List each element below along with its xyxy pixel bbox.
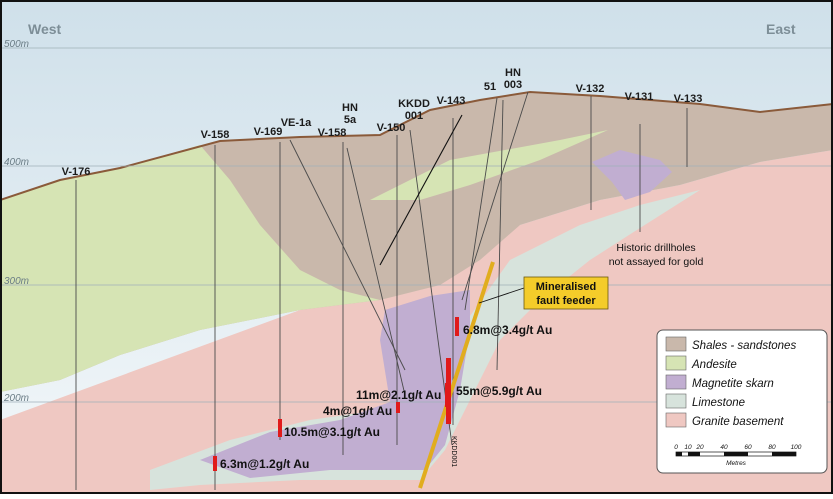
drillhole-label-ve1a: VE-1a — [281, 117, 312, 129]
drillhole-label-hn5a-line2: 5a — [344, 114, 357, 126]
historic-note-line2: not assayed for gold — [609, 256, 704, 268]
intercept-mark-11m — [445, 383, 449, 407]
callout-leader — [478, 287, 525, 304]
intercept-label-6-8m: 6.8m@3.4g/t Au — [463, 323, 552, 337]
legend-label-granite: Granite basement — [692, 416, 784, 428]
legend-box — [656, 329, 828, 474]
drillhole-label-hn003-line2: 003 — [504, 79, 522, 91]
magnetite-skarn-east-lens — [592, 150, 672, 200]
drillhole-label-v133: V-133 — [674, 93, 703, 105]
scale-bar-seg-3 — [724, 452, 748, 456]
legend-swatch-skarn — [665, 374, 687, 390]
intercept-label-10-5m: 10.5m@3.1g/t Au — [284, 425, 380, 439]
intercept-label-4m: 4m@1g/t Au — [323, 404, 392, 418]
scale-tick-100: 100 — [791, 444, 802, 451]
drillhole-trace-v143-inclined — [379, 114, 463, 266]
drillhole-label-v158b: V-158 — [318, 127, 347, 139]
andesite-upper-lens — [370, 130, 608, 200]
drillhole-label-h51: 51 — [484, 81, 496, 93]
legend-swatch-limestone — [665, 393, 687, 409]
drillhole-trace-hn003-a — [496, 99, 504, 371]
drillhole-trace-hn003-b — [461, 91, 529, 301]
scale-tick-80: 80 — [768, 444, 776, 451]
drillhole-label-v150: V-150 — [377, 122, 406, 134]
scale-bar: 0 10 20 40 60 80 100 Metres — [674, 444, 802, 467]
drillhole-labels: V-176 V-158 V-169 VE-1a V-158 HN 5a V-15… — [62, 67, 703, 178]
legend-label-shales: Shales - sandstones — [692, 340, 796, 352]
legend: Shales - sandstones Andesite Magnetite s… — [656, 329, 828, 474]
intercept-mark-6-3m — [213, 456, 217, 471]
legend-label-limestone: Limestone — [692, 397, 745, 409]
drillhole-label-v143: V-143 — [437, 95, 466, 107]
intercept-label-6-3m: 6.3m@1.2g/t Au — [220, 457, 309, 471]
fault-feeder-line — [418, 261, 495, 489]
fault-feeder-callout-line2: fault feeder — [536, 295, 596, 307]
legend-label-skarn: Magnetite skarn — [692, 378, 774, 390]
drillhole-label-hn003-line1: HN — [505, 67, 521, 79]
intercept-mark-6-8m — [455, 317, 459, 336]
drillhole-label-kkdd001-line2: 001 — [405, 110, 423, 122]
drillhole-label-v132: V-132 — [576, 83, 605, 95]
topography-line — [0, 90, 833, 201]
legend-swatch-andesite — [665, 355, 687, 371]
drillhole-trace-hn5a — [346, 147, 406, 396]
magnetite-skarn-body — [200, 290, 470, 478]
fault-feeder-callout-box — [523, 276, 609, 310]
scale-unit: Metres — [726, 460, 747, 467]
scale-bar-seg-2 — [688, 452, 700, 456]
intercept-label-11m: 11m@2.1g/t Au — [356, 388, 441, 402]
legend-label-andesite: Andesite — [691, 359, 737, 371]
intercept-mark-4m — [396, 402, 400, 413]
drillhole-label-hn5a-line1: HN — [342, 102, 358, 114]
drillhole-label-kkdd001-line1: KKDD — [398, 98, 430, 110]
legend-swatch-shales — [665, 336, 687, 352]
scale-tick-0: 0 — [674, 444, 678, 451]
historic-note-line1: Historic drillholes — [616, 242, 695, 254]
intercept-mark-10-5m — [278, 419, 282, 437]
scale-tick-40: 40 — [720, 444, 728, 451]
drillhole-label-v176: V-176 — [62, 166, 91, 178]
fault-feeder-callout-line1: Mineralised — [536, 281, 597, 293]
drillhole-label-v169: V-169 — [254, 126, 283, 138]
scale-tick-20: 20 — [695, 444, 704, 451]
elev-label-300: 300m — [4, 276, 29, 287]
scale-tick-10: 10 — [684, 444, 692, 451]
drillhole-trace-ve1a — [289, 139, 406, 371]
drillhole-traces-dark — [379, 114, 463, 266]
downhole-label-kkdd001: KKDD001 — [450, 436, 457, 467]
east-label: East — [766, 21, 796, 37]
andesite-layer — [0, 145, 380, 392]
elev-label-400: 400m — [4, 157, 29, 168]
scale-bar-seg-1 — [676, 452, 682, 456]
legend-swatch-granite — [665, 412, 687, 428]
elev-label-500: 500m — [4, 39, 29, 50]
elev-label-200: 200m — [3, 393, 29, 404]
west-label: West — [28, 21, 62, 37]
scale-tick-60: 60 — [744, 444, 752, 451]
drillhole-label-v158a: V-158 — [201, 129, 230, 141]
scale-bar-seg-4 — [772, 452, 796, 456]
drillhole-label-v131: V-131 — [625, 91, 654, 103]
intercept-marks — [213, 317, 459, 471]
intercept-label-55m: 55m@5.9g/t Au — [456, 384, 542, 398]
limestone-band — [150, 190, 700, 490]
